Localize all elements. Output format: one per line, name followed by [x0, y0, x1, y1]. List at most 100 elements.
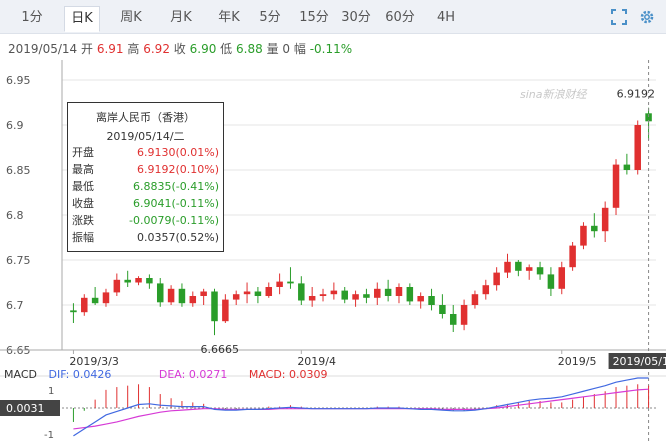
- candle-body: [374, 288, 381, 298]
- macd-title: MACD: [4, 368, 37, 381]
- y-tick-label: 6.7: [6, 299, 24, 312]
- macd-value: MACD: 0.0309: [248, 368, 328, 381]
- tab-5[interactable]: 5分: [259, 10, 281, 25]
- tooltip-row-value: 6.9192(0.10%): [136, 163, 219, 176]
- y-tick-label: 6.8: [6, 209, 24, 222]
- candle-body: [135, 278, 142, 283]
- gear-icon[interactable]: [639, 9, 655, 25]
- candle-body: [395, 287, 403, 296]
- tooltip-row-label: 最高: [72, 163, 94, 176]
- tooltip-row-value: 0.0357(0.52%): [136, 231, 219, 244]
- tooltip-row-value: 6.8835(-0.41%): [133, 180, 219, 193]
- dif-line: [73, 377, 649, 437]
- candle-body: [493, 272, 500, 286]
- tab-2[interactable]: 周K: [120, 10, 142, 25]
- tooltip-row: 最高 6.9192(0.10%): [68, 161, 223, 178]
- candle-body: [569, 245, 576, 268]
- tooltip-row-label: 最低: [72, 180, 94, 193]
- candle-body: [645, 113, 652, 122]
- candle-body: [232, 294, 240, 300]
- y-tick-label: 6.9: [6, 119, 24, 132]
- candle-body: [81, 297, 88, 313]
- tooltip-row-label: 收盘: [72, 197, 94, 210]
- tab-9[interactable]: 4H: [436, 10, 456, 25]
- price-annotation: 6.9192: [617, 88, 656, 101]
- tooltip-row: 涨跌 -0.0079(-0.11%): [68, 212, 223, 229]
- candle-body: [515, 261, 522, 271]
- y-tick-label: 6.95: [6, 74, 31, 87]
- y-tick-label: 6.85: [6, 164, 31, 177]
- macd-legend: MACD DIF: 0.0426 DEA: 0.0271 MACD: 0.030…: [4, 368, 328, 381]
- tab-4[interactable]: 年K: [218, 10, 240, 25]
- macd-current-value: 0.0031: [6, 402, 45, 415]
- high-label: 高: [127, 42, 140, 56]
- y-tick-label: 6.75: [6, 254, 31, 267]
- tooltip-row-value: -0.0079(-0.11%): [129, 214, 219, 227]
- candle-body: [146, 278, 153, 284]
- candle-body: [243, 291, 251, 295]
- macd-y-tick: 1: [48, 386, 54, 397]
- tooltip-row: 收盘 6.9041(-0.11%): [68, 195, 223, 212]
- change-label: 幅: [293, 42, 306, 56]
- price-annotation: 6.6665: [201, 343, 240, 356]
- candle-body: [612, 164, 620, 208]
- candle-body: [384, 288, 392, 296]
- tooltip-row: 开盘 6.9130(0.01%): [68, 144, 223, 161]
- candle-body: [189, 296, 197, 304]
- tab-6[interactable]: 15分: [299, 10, 329, 25]
- candle-body: [200, 291, 207, 296]
- candle-body: [406, 287, 414, 302]
- candle-body: [308, 296, 316, 301]
- candle-body: [428, 296, 435, 305]
- candle-body: [547, 274, 555, 289]
- tab-3[interactable]: 月K: [170, 10, 192, 25]
- candle-body: [222, 299, 229, 322]
- candle-body: [482, 285, 490, 295]
- tooltip-row: 振幅 0.0357(0.52%): [68, 229, 223, 246]
- open-value: 6.91: [96, 42, 124, 56]
- x-date-label: 2019/5: [558, 355, 597, 368]
- candle-body: [460, 305, 468, 325]
- candle-body: [167, 288, 175, 303]
- sina-watermark-logo: sina新浪财经: [520, 88, 587, 101]
- tooltip-date: 2019/05/14/二: [106, 130, 185, 143]
- low-label: 低: [220, 42, 233, 56]
- x-date-label: 2019/4: [297, 355, 336, 368]
- low-value: 6.88: [236, 42, 263, 56]
- tab-7[interactable]: 30分: [341, 10, 371, 25]
- fullscreen-icon[interactable]: [611, 9, 627, 25]
- volume-value: 0: [282, 42, 291, 56]
- candle-body: [417, 296, 424, 302]
- ohlc-summary: 2019/05/14 开 6.91 高 6.92 收 6.90 低 6.88 量…: [8, 40, 352, 57]
- candle-body: [439, 305, 446, 314]
- candle-body: [341, 290, 348, 300]
- candle-body: [558, 267, 566, 289]
- candle-body: [623, 164, 631, 170]
- candle-info-tooltip: 离岸人民币（香港） 2019/05/14/二 开盘 6.9130(0.01%) 最高…: [67, 102, 224, 252]
- tab-1[interactable]: 日K: [64, 6, 100, 32]
- candle-body: [504, 261, 511, 273]
- close-value: 6.90: [189, 42, 217, 56]
- tab-8[interactable]: 60分: [385, 10, 415, 25]
- candle-body: [211, 291, 218, 322]
- volume-label: 量: [266, 42, 279, 56]
- candle-body: [471, 294, 479, 305]
- candle-body: [156, 283, 164, 303]
- candle-body: [70, 310, 77, 313]
- candle-body: [91, 297, 99, 304]
- change-value: -0.11%: [309, 42, 353, 56]
- candle-body: [330, 290, 338, 295]
- dea-value: DEA: 0.0271: [158, 368, 228, 381]
- candle-body: [634, 125, 641, 170]
- candle-body: [287, 281, 294, 284]
- candle-body: [536, 267, 544, 275]
- candle-body: [298, 283, 305, 301]
- candle-body: [319, 294, 327, 296]
- tab-0[interactable]: 1分: [21, 10, 43, 25]
- tooltip-row-label: 开盘: [72, 146, 94, 159]
- high-value: 6.92: [143, 42, 170, 56]
- highlight-date-label: 2019/05/14: [613, 355, 666, 368]
- candle-body: [601, 207, 609, 232]
- candle-body: [525, 267, 533, 271]
